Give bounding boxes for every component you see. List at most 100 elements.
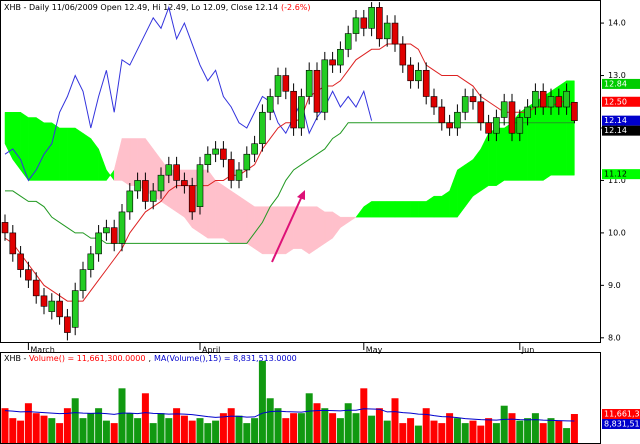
volume-bar xyxy=(63,408,71,443)
candle-body xyxy=(321,59,329,113)
volume-bar xyxy=(196,418,204,443)
candle-body xyxy=(118,211,126,244)
value-tag-label: 12.84 xyxy=(604,79,627,88)
title-part: , xyxy=(148,354,151,363)
indicator-line xyxy=(4,5,373,182)
candle-body xyxy=(344,33,352,50)
volume-bar xyxy=(531,413,539,443)
volume-bar xyxy=(352,413,360,443)
candle-body xyxy=(64,316,71,333)
cloud-segment xyxy=(215,179,224,239)
volume-bar xyxy=(446,413,454,443)
volume-bar xyxy=(56,423,64,443)
volume-bar xyxy=(141,393,149,443)
candle-body xyxy=(477,101,485,124)
volume-bar xyxy=(227,408,235,443)
price-frame xyxy=(0,0,601,343)
volume-bar xyxy=(360,388,368,443)
candle-body xyxy=(454,111,461,129)
volume-bar xyxy=(438,423,446,443)
candle-body xyxy=(9,232,17,255)
candle-body xyxy=(422,69,430,97)
value-tag xyxy=(602,419,640,430)
volume-bar xyxy=(110,423,118,443)
cloud-segment xyxy=(316,206,326,250)
candle-body xyxy=(282,75,290,92)
volume-bar xyxy=(48,418,56,443)
volume-bar xyxy=(32,413,40,443)
volume-bar xyxy=(453,418,461,443)
candle-body xyxy=(469,96,477,103)
candle-body xyxy=(399,43,407,66)
volume-bar xyxy=(469,420,477,443)
volume-bar xyxy=(9,418,17,443)
value-tag-label: 11,661,300 xyxy=(604,410,640,419)
volume-bar xyxy=(407,418,415,443)
x-tick-label: March xyxy=(30,346,54,355)
y-tick-label: 11.0 xyxy=(608,176,626,185)
volume-bar xyxy=(235,415,243,443)
volume-bar xyxy=(243,423,251,443)
volume-bar xyxy=(547,418,555,443)
candle-body xyxy=(376,7,383,40)
candle-body xyxy=(571,101,578,121)
volume-bar xyxy=(258,360,266,443)
indicator-line xyxy=(4,43,575,302)
candle-body xyxy=(547,96,555,108)
title-part: Volume() = 11,661,300.0000 xyxy=(29,354,146,363)
candle-body xyxy=(103,227,110,234)
x-tick-label: Jun xyxy=(521,346,535,355)
volume-bar xyxy=(329,413,337,443)
cloud-segment xyxy=(67,127,76,181)
volume-bar xyxy=(24,403,32,443)
volume-bar xyxy=(102,420,110,443)
candle-body xyxy=(32,279,40,297)
candle-body xyxy=(446,122,453,129)
volume-bar xyxy=(219,413,227,443)
title-part: XHB - xyxy=(4,354,27,363)
candle-body xyxy=(290,90,297,129)
volume-bar xyxy=(336,418,344,443)
candle-body xyxy=(555,96,563,108)
candle-body xyxy=(305,69,313,97)
candle-body xyxy=(430,96,438,108)
cloud-segment xyxy=(223,185,232,244)
candle-body xyxy=(173,164,180,181)
cloud-segment xyxy=(269,206,279,255)
volume-bar xyxy=(313,403,321,443)
volume-ma-line xyxy=(4,408,575,422)
value-tag xyxy=(602,409,640,420)
candle-body xyxy=(532,90,539,108)
volume-bar xyxy=(180,415,188,443)
x-tick-label: April xyxy=(202,346,220,355)
candle-body xyxy=(79,269,87,291)
cloud-segment xyxy=(496,127,505,187)
cloud-segment xyxy=(207,169,216,239)
value-tag-label: 12.50 xyxy=(604,97,627,106)
cloud-segment xyxy=(433,195,443,218)
candle-body xyxy=(212,148,219,155)
candle-body xyxy=(360,17,368,29)
cloud-segment xyxy=(12,112,21,171)
y-tick-label: 8.0 xyxy=(608,333,621,342)
candle-body xyxy=(227,159,235,181)
volume-bar xyxy=(71,398,79,443)
volume-bar xyxy=(266,398,274,443)
volume-bar xyxy=(126,413,134,443)
panel-title: XHB - Volume() = 11,661,300.0000, MA(Volum… xyxy=(4,354,297,363)
volume-bar xyxy=(461,423,469,443)
volume-bar xyxy=(422,408,430,443)
cloud-segment xyxy=(59,127,68,181)
cloud-segment xyxy=(301,206,310,255)
volume-bar xyxy=(290,413,298,443)
candle-body xyxy=(243,153,251,171)
volume-bar xyxy=(305,393,313,443)
value-tag xyxy=(602,115,640,126)
cloud-segment xyxy=(410,201,419,218)
cloud-segment xyxy=(43,122,53,181)
cloud-segment xyxy=(324,211,333,244)
volume-bar xyxy=(399,423,407,443)
volume-bar xyxy=(157,413,165,443)
